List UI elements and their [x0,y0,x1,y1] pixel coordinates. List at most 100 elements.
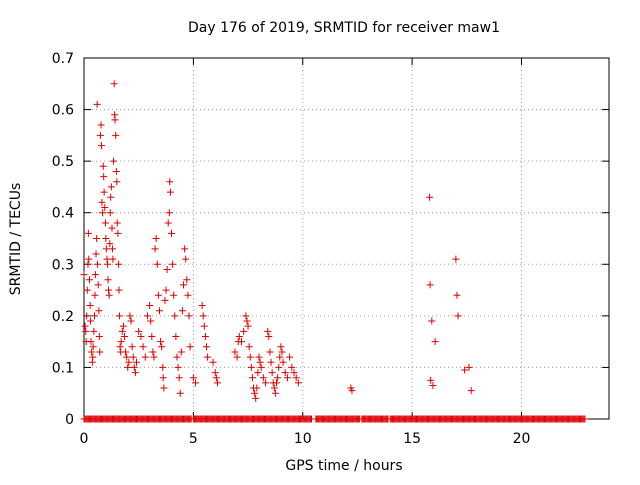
data-point [276,353,284,361]
data-point [158,343,166,351]
data-point [92,250,100,258]
data-point [107,183,115,191]
data-point [91,312,98,320]
data-point [279,358,287,366]
data-point [85,276,93,284]
data-point [99,162,107,170]
data-point [84,229,92,237]
grid [84,58,609,419]
data-point [106,240,114,248]
data-point [180,281,188,289]
data-point [170,291,178,299]
data-point [178,307,186,315]
data-point [270,384,278,392]
data-point [117,338,125,346]
data-point [113,219,121,227]
data-point [103,255,111,263]
data-point [159,363,167,371]
data-point [99,209,107,217]
data-point [91,291,99,299]
data-point [109,255,117,263]
data-point [199,312,207,320]
x-tick-label: 0 [80,431,89,447]
data-point [162,286,170,294]
y-tick-label: 0.2 [52,309,74,325]
x-tick-label: 5 [189,431,198,447]
data-point [240,327,248,335]
data-point [153,260,161,268]
data-point [151,245,159,253]
data-point [101,219,109,227]
data-point [164,219,172,227]
data-point [118,327,126,335]
data-point [182,255,190,263]
data-point [251,389,259,397]
data-point [130,363,138,371]
data-point [426,281,434,289]
data-point [80,271,88,279]
data-point [87,338,95,346]
data-point [94,260,102,268]
data-point [176,389,184,397]
data-point [427,376,435,384]
data-point [231,348,239,356]
data-point [127,317,135,325]
data-point [157,338,165,346]
data-point [94,281,102,289]
data-point [147,317,155,325]
chart-title: Day 176 of 2019, SRMTID for receiver maw… [188,20,500,36]
data-point [102,235,110,242]
data-point [581,415,589,423]
data-point [192,379,200,387]
data-point [93,235,101,242]
data-point [173,353,181,361]
y-tick-label: 0.4 [52,206,74,222]
data-point [88,348,96,356]
data-point [133,358,140,366]
data-point [248,374,256,382]
data-point [104,260,112,268]
data-point [200,322,208,330]
data-point [189,374,197,382]
data-point [426,193,434,201]
data-point [213,379,221,387]
data-point [465,363,473,371]
data-point [146,302,154,310]
data-point [84,260,92,268]
data-point [292,374,300,382]
data-point [105,286,112,294]
data-point [85,255,93,263]
data-point [244,322,252,330]
data-point [454,312,462,320]
data-point [183,276,191,284]
data-point [107,193,115,201]
data-point [98,142,105,150]
data-point [453,291,461,299]
axis-ticks: 0 0.1 0.2 0.3 0.4 0.5 0.6 0.7 0 5 10 15 20 [52,51,609,447]
data-point [267,358,275,366]
data-point [129,353,137,361]
data-point [86,302,94,310]
data-point [452,255,460,263]
data-point [266,348,274,356]
y-tick-label: 0.7 [52,51,74,67]
data-point [166,178,174,186]
y-tick-label: 0.5 [52,154,74,170]
data-point [116,343,124,351]
data-point [429,381,437,389]
data-point [163,265,171,273]
data-point [104,276,112,284]
data-point [281,369,289,377]
data-point [171,312,179,320]
data-point [273,379,280,387]
data-point [175,374,183,382]
y-tick-label: 0.1 [52,360,74,376]
data-point [161,296,169,304]
y-tick-label: 0.3 [52,257,74,273]
data-point [148,332,156,340]
data-point [98,198,106,206]
data-point [253,384,261,392]
data-point [243,317,251,325]
